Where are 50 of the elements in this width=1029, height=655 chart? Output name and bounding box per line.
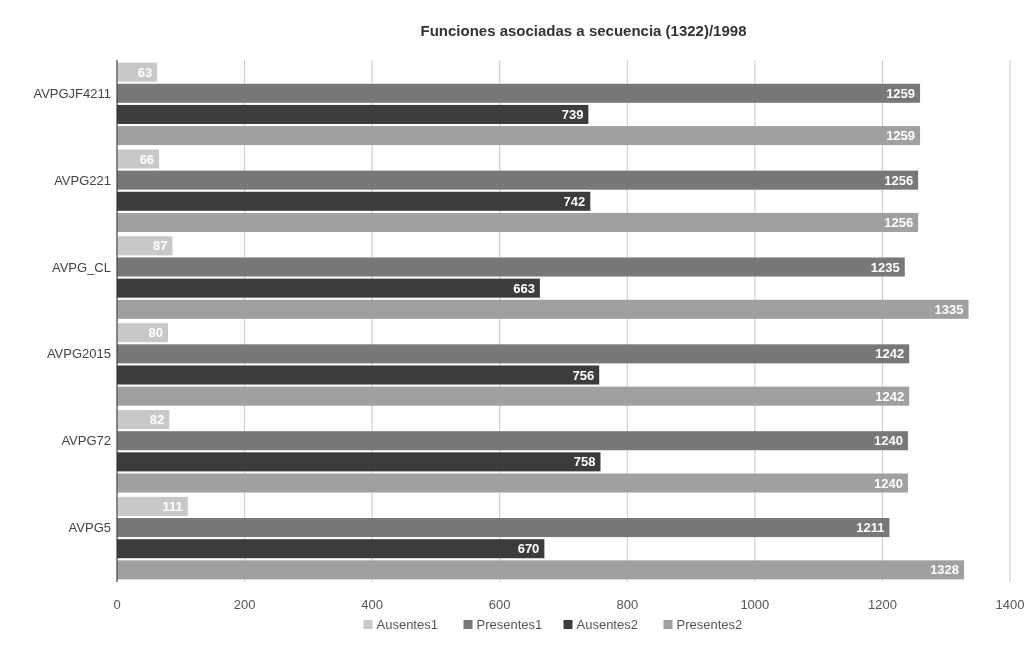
x-tick-label: 800 (616, 597, 639, 612)
bar (117, 560, 965, 580)
data-label: 1256 (884, 215, 914, 230)
y-tick-label: AVPG_CL (51, 259, 111, 275)
data-label: 663 (513, 280, 535, 296)
x-tick-label: 400 (361, 597, 383, 612)
y-tick-label: AVPGJF4211 (33, 85, 111, 101)
x-tick-label: 1200 (867, 597, 897, 612)
legend-label: Ausentes2 (576, 617, 638, 632)
data-label: 1211 (856, 520, 885, 536)
data-label: 1328 (930, 562, 960, 578)
bar (117, 518, 890, 538)
x-tick-label: 1400 (995, 597, 1025, 612)
x-tick-label: 1000 (740, 597, 770, 612)
y-tick-label: AVPG72 (61, 433, 111, 449)
data-label: 1335 (934, 301, 964, 317)
data-label: 1242 (875, 346, 905, 362)
bar (117, 386, 910, 406)
y-tick-label: AVPG2015 (46, 346, 111, 362)
chart-title: Funciones asociadas a secuencia (1322)/1998 (420, 22, 747, 39)
bar (117, 170, 919, 190)
bar (117, 126, 921, 146)
data-label: 742 (563, 193, 586, 209)
y-tick-label: AVPG221 (54, 172, 111, 188)
bar (117, 496, 188, 516)
bar (117, 473, 908, 493)
data-label: 1259 (886, 128, 916, 144)
legend-label: Ausentes1 (376, 617, 438, 632)
bar (117, 83, 921, 103)
data-label: 1242 (875, 388, 905, 404)
data-label: 756 (572, 367, 595, 383)
bar (117, 344, 910, 364)
bar (117, 257, 905, 277)
data-label: 1240 (874, 433, 903, 449)
bar (117, 431, 908, 451)
y-tick-label: AVPG5 (68, 520, 111, 536)
legend-label: Presentes2 (676, 617, 743, 632)
data-label: 1256 (884, 172, 914, 188)
x-tick-label: 200 (233, 597, 256, 612)
data-label: 1235 (870, 259, 900, 275)
data-label: 670 (517, 541, 540, 557)
data-label: 1240 (874, 475, 903, 491)
x-tick-label: 0 (113, 597, 121, 612)
x-tick-label: 600 (488, 597, 511, 612)
data-label: 758 (573, 454, 596, 470)
bar (117, 299, 969, 319)
data-label: 739 (561, 106, 584, 122)
legend-label: Presentes1 (476, 617, 543, 632)
bar (117, 212, 919, 232)
data-label: 1259 (886, 85, 916, 101)
